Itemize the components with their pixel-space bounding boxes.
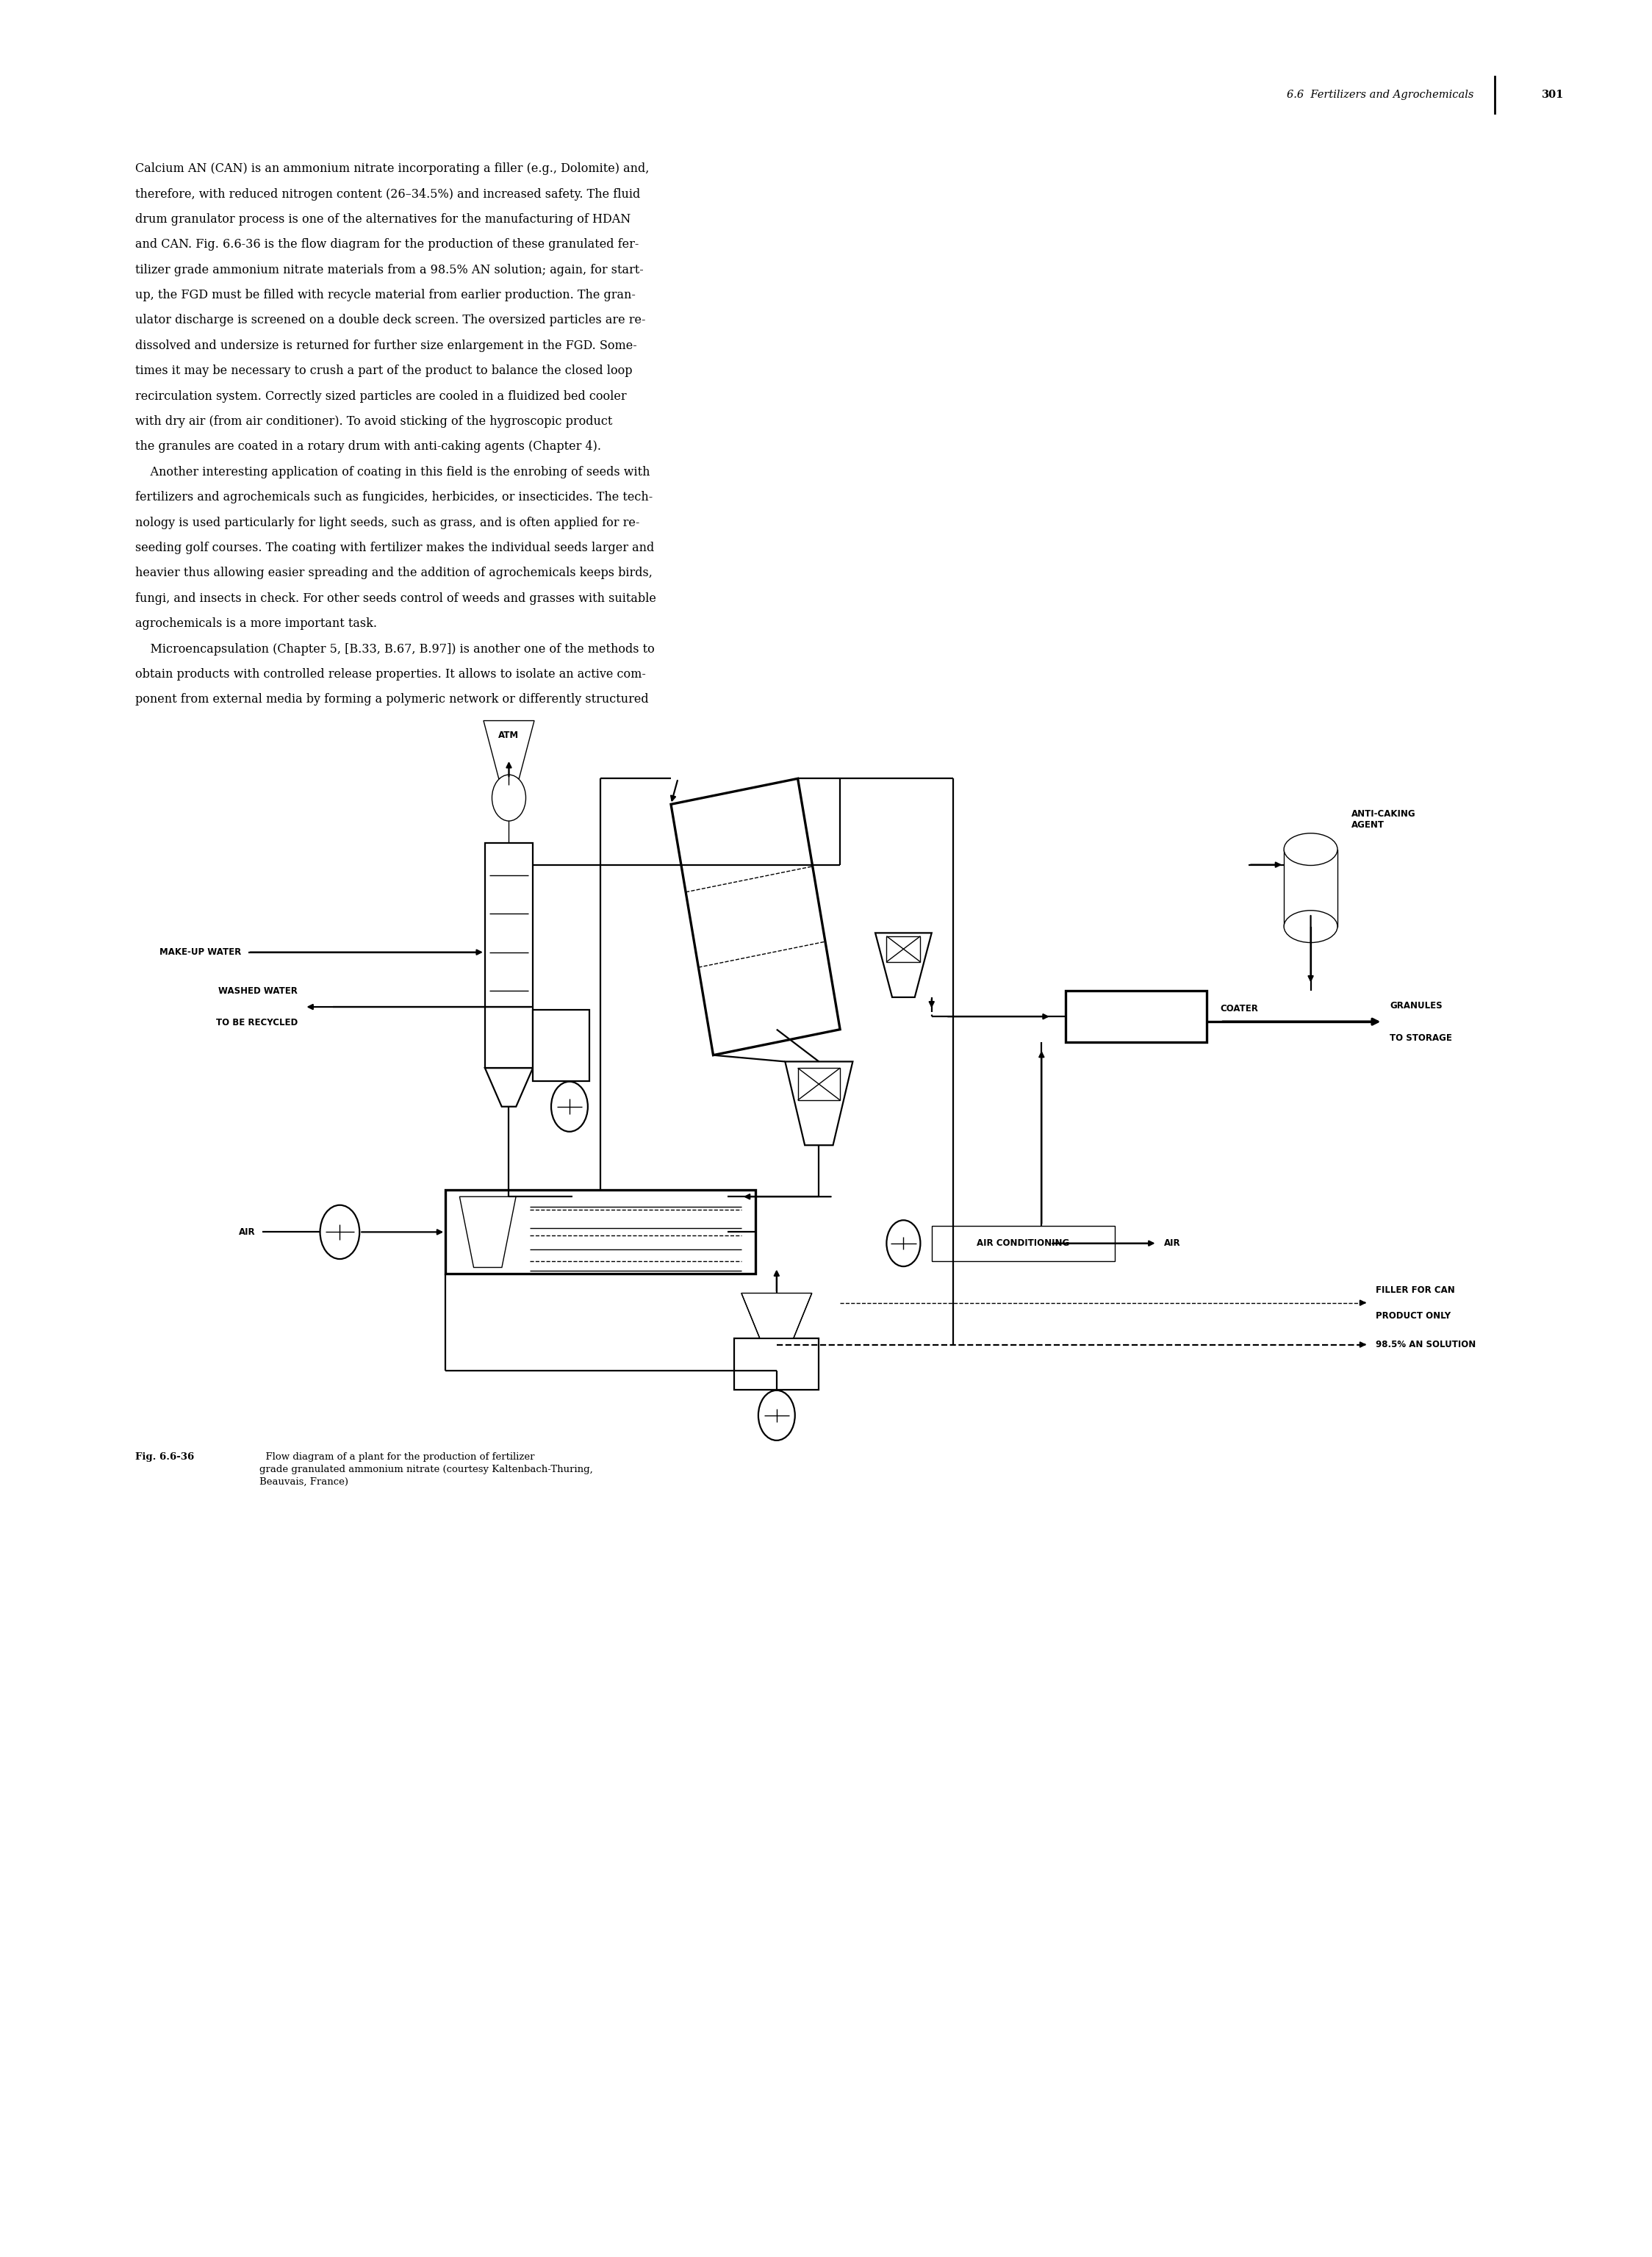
Text: TO BE RECYCLED: TO BE RECYCLED bbox=[216, 1018, 297, 1027]
Polygon shape bbox=[486, 1068, 534, 1106]
Text: AIR: AIR bbox=[1165, 1239, 1181, 1248]
Text: ponent from external media by forming a polymeric network or differently structu: ponent from external media by forming a … bbox=[135, 693, 649, 706]
Polygon shape bbox=[785, 1061, 852, 1144]
Text: Flow diagram of a plant for the production of fertilizer
grade granulated ammoni: Flow diagram of a plant for the producti… bbox=[259, 1451, 593, 1487]
Polygon shape bbox=[671, 779, 841, 1054]
Text: MAKE-UP WATER: MAKE-UP WATER bbox=[159, 948, 241, 957]
Polygon shape bbox=[876, 932, 932, 998]
Text: ulator discharge is screened on a double deck screen. The oversized particles ar: ulator discharge is screened on a double… bbox=[135, 314, 646, 327]
Text: fungi, and insects in check. For other seeds control of weeds and grasses with s: fungi, and insects in check. For other s… bbox=[135, 591, 656, 605]
Bar bbox=[446, 1189, 755, 1273]
Bar bbox=[534, 1011, 590, 1081]
Text: times it may be necessary to crush a part of the product to balance the closed l: times it may be necessary to crush a par… bbox=[135, 366, 633, 377]
Ellipse shape bbox=[492, 774, 525, 822]
Text: COATER: COATER bbox=[1221, 1004, 1259, 1013]
Text: GRANULES: GRANULES bbox=[1389, 1000, 1442, 1011]
Ellipse shape bbox=[1284, 833, 1338, 864]
Polygon shape bbox=[484, 720, 534, 779]
Text: seeding golf courses. The coating with fertilizer makes the individual seeds lar: seeding golf courses. The coating with f… bbox=[135, 542, 654, 555]
Ellipse shape bbox=[758, 1390, 795, 1440]
Text: dissolved and undersize is returned for further size enlargement in the FGD. Som: dissolved and undersize is returned for … bbox=[135, 339, 638, 352]
Text: fertilizers and agrochemicals such as fungicides, herbicides, or insecticides. T: fertilizers and agrochemicals such as fu… bbox=[135, 492, 653, 503]
Text: up, the FGD must be filled with recycle material from earlier production. The gr: up, the FGD must be filled with recycle … bbox=[135, 289, 636, 302]
Ellipse shape bbox=[320, 1205, 360, 1259]
Text: AIR: AIR bbox=[238, 1228, 256, 1237]
Text: 98.5% AN SOLUTION: 98.5% AN SOLUTION bbox=[1376, 1341, 1475, 1350]
Text: TO STORAGE: TO STORAGE bbox=[1389, 1034, 1452, 1043]
Text: drum granulator process is one of the alternatives for the manufacturing of HDAN: drum granulator process is one of the al… bbox=[135, 212, 631, 226]
Text: the granules are coated in a rotary drum with anti-caking agents (Chapter 4).: the granules are coated in a rotary drum… bbox=[135, 440, 601, 454]
Bar bbox=[486, 842, 534, 1068]
Text: 301: 301 bbox=[1541, 90, 1564, 99]
Text: with dry air (from air conditioner). To avoid sticking of the hygroscopic produc: with dry air (from air conditioner). To … bbox=[135, 415, 613, 429]
Text: ATM: ATM bbox=[499, 731, 519, 740]
Text: tilizer grade ammonium nitrate materials from a 98.5% AN solution; again, for st: tilizer grade ammonium nitrate materials… bbox=[135, 264, 644, 275]
Text: Fig. 6.6-36: Fig. 6.6-36 bbox=[135, 1451, 195, 1463]
Bar bbox=[1284, 849, 1338, 925]
Text: and CAN. Fig. 6.6-36 is the flow diagram for the production of these granulated : and CAN. Fig. 6.6-36 is the flow diagram… bbox=[135, 239, 639, 251]
Text: Another interesting application of coating in this field is the enrobing of seed: Another interesting application of coati… bbox=[135, 465, 651, 478]
Ellipse shape bbox=[1284, 910, 1338, 943]
Bar bbox=[887, 937, 920, 961]
Polygon shape bbox=[459, 1196, 515, 1268]
Polygon shape bbox=[742, 1293, 811, 1338]
Text: agrochemicals is a more important task.: agrochemicals is a more important task. bbox=[135, 618, 377, 630]
Text: obtain products with controlled release properties. It allows to isolate an acti: obtain products with controlled release … bbox=[135, 668, 646, 682]
Text: AIR CONDITIONING: AIR CONDITIONING bbox=[976, 1239, 1069, 1248]
Text: heavier thus allowing easier spreading and the addition of agrochemicals keeps b: heavier thus allowing easier spreading a… bbox=[135, 567, 653, 580]
Text: WASHED WATER: WASHED WATER bbox=[218, 986, 297, 995]
Bar bbox=[932, 1226, 1115, 1262]
Bar bbox=[1066, 991, 1206, 1043]
Text: ANTI-CAKING
AGENT: ANTI-CAKING AGENT bbox=[1351, 810, 1416, 831]
Text: FILLER FOR CAN: FILLER FOR CAN bbox=[1376, 1284, 1455, 1296]
Bar bbox=[735, 1338, 819, 1390]
Ellipse shape bbox=[552, 1081, 588, 1131]
Text: therefore, with reduced nitrogen content (26–34.5%) and increased safety. The fl: therefore, with reduced nitrogen content… bbox=[135, 187, 641, 201]
Text: PRODUCT ONLY: PRODUCT ONLY bbox=[1376, 1311, 1450, 1320]
Text: recirculation system. Correctly sized particles are cooled in a fluidized bed co: recirculation system. Correctly sized pa… bbox=[135, 390, 626, 402]
Ellipse shape bbox=[887, 1221, 920, 1266]
Text: Calcium AN (CAN) is an ammonium nitrate incorporating a filler (e.g., Dolomite) : Calcium AN (CAN) is an ammonium nitrate … bbox=[135, 163, 649, 176]
Text: nology is used particularly for light seeds, such as grass, and is often applied: nology is used particularly for light se… bbox=[135, 517, 639, 528]
Text: 6.6  Fertilizers and Agrochemicals: 6.6 Fertilizers and Agrochemicals bbox=[1287, 90, 1474, 99]
Text: Microencapsulation (Chapter 5, [B.33, B.67, B.97]) is another one of the methods: Microencapsulation (Chapter 5, [B.33, B.… bbox=[135, 643, 654, 655]
Bar bbox=[798, 1068, 841, 1099]
